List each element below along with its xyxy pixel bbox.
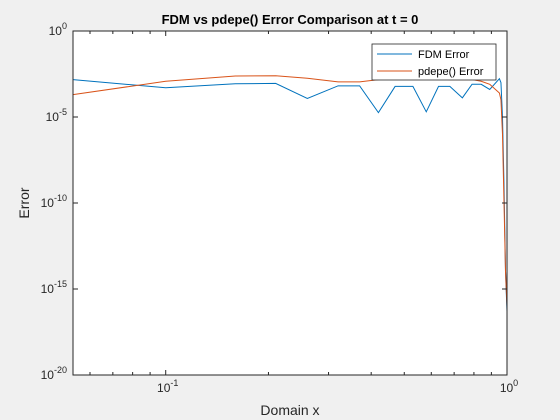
legend-label-fdm: FDM Error [418,49,470,61]
legend-box [371,43,497,81]
x-tick-label: 10-1 [157,378,178,395]
legend: FDM Error pdepe() Error [371,43,497,81]
y-tick-label: 10-10 [41,193,67,210]
x-axis-label: Domain x [260,402,319,418]
y-tick-label: 10-15 [41,279,67,296]
tick-layer: 100 10-5 10-10 10-15 10-20 10-1 100 [41,21,519,395]
chart-title: FDM vs pdepe() Error Comparison at t = 0 [162,12,419,27]
y-tick-label: 100 [49,21,67,38]
y-axis-label: Error [16,187,32,218]
legend-label-pdepe: pdepe() Error [418,66,484,78]
x-tick-label: 100 [500,378,518,395]
y-tick-label: 10-20 [41,365,67,382]
plot-area [73,31,507,375]
series-line-1 [72,77,508,312]
y-tick-label: 10-5 [46,107,67,124]
